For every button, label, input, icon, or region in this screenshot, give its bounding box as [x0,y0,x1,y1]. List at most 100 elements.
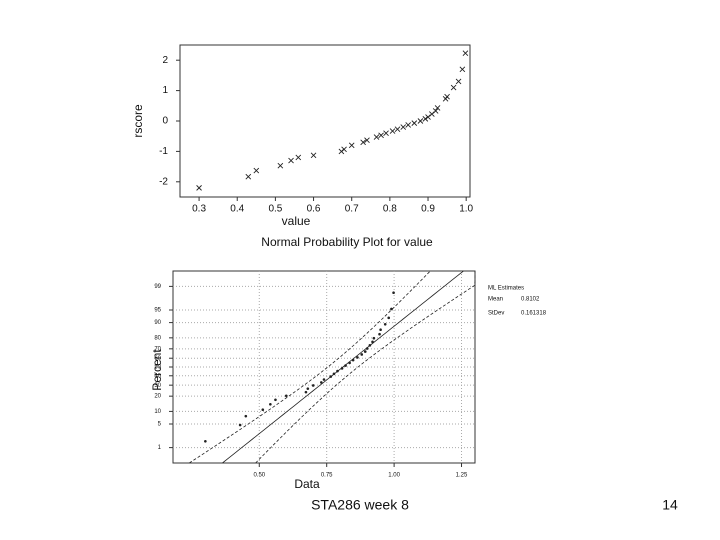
y-tick-label: 99 [154,284,161,290]
page-number: 14 [662,497,678,513]
point [304,390,308,394]
y-tick-label: 80 [154,335,161,341]
x-tick-label: 0.8 [383,204,397,215]
x-tick-label: 0.9 [421,204,435,215]
fit-line [222,270,464,464]
y-axis-label: rscore [131,104,145,138]
y-tick-label: 1 [162,85,168,96]
chart-title: Normal Probability Plot for value [261,235,433,249]
point [277,162,284,169]
point [341,146,347,153]
point [306,387,310,390]
y-tick-label: 0 [162,116,168,127]
x-tick-label: 0.4 [230,204,244,215]
y-tick-label: 50 [154,365,161,371]
y-tick-label: 10 [154,409,161,415]
point [320,381,323,384]
point [417,118,424,124]
point [310,152,317,159]
point [372,336,376,340]
point [253,167,260,174]
x-tick-label: 1.25 [456,473,468,479]
y-tick-label: 40 [154,373,161,379]
y-tick-label: 5 [158,422,162,428]
point [360,139,366,146]
point [378,132,384,139]
y-tick-label: 30 [154,383,161,389]
point [434,105,441,111]
point [390,307,393,311]
point [425,114,431,120]
point [364,137,370,143]
y-tick-label: 60 [154,356,161,362]
point [295,154,302,161]
legend-value: 0.161318 [521,311,547,317]
y-tick-label: 70 [154,346,161,352]
legend-title: ML Estimates [488,286,524,292]
point [389,128,396,134]
point [394,126,401,133]
point [400,124,407,130]
point [432,108,439,114]
point [462,50,469,57]
point [238,423,242,427]
point [411,120,418,126]
legend-value: 0.8102 [521,297,540,303]
point [383,130,389,136]
x-axis-label: Data [294,477,320,491]
footer-text: STA286 week 8 [311,497,409,513]
x-tick-label: 1.00 [388,473,400,479]
y-axis-label: Percent [150,349,164,391]
x-tick-label: 0.75 [321,473,333,479]
point [373,134,380,140]
point [422,116,429,122]
y-tick-label: 1 [158,445,162,451]
point [387,316,391,320]
point [274,398,277,402]
point [351,358,355,362]
y-tick-label: 95 [154,308,161,314]
x-tick-label: 0.5 [268,204,282,215]
point [269,402,272,406]
point [336,369,339,373]
x-tick-label: 0.7 [345,204,359,215]
point [363,350,367,353]
point [360,353,364,356]
point [245,173,252,180]
point [332,372,336,376]
point [368,344,372,347]
point [204,440,207,443]
plot-frame [179,44,471,198]
point [196,185,202,191]
point [329,375,333,378]
x-tick-label: 1.0 [459,204,473,215]
y-tick-label: 90 [154,320,161,326]
point [383,323,387,326]
y-tick-label: 20 [154,394,161,400]
point [348,142,355,149]
point [284,394,288,398]
y-tick-label: -2 [159,176,168,187]
x-axis-label: value [282,214,311,228]
point [348,361,351,365]
point [392,291,395,294]
point [371,340,374,344]
x-tick-label: 0.50 [253,473,265,479]
point [322,378,326,381]
point [455,78,462,85]
point [244,414,248,418]
ci-line [255,271,476,464]
point [450,84,457,91]
legend-label: StDev [488,311,504,317]
point [340,367,344,370]
point [261,408,265,411]
point [444,93,450,100]
point [405,122,412,128]
point [379,328,382,332]
point [365,347,369,350]
x-tick-label: 0.3 [192,204,206,215]
point [288,157,294,164]
point [311,384,315,387]
